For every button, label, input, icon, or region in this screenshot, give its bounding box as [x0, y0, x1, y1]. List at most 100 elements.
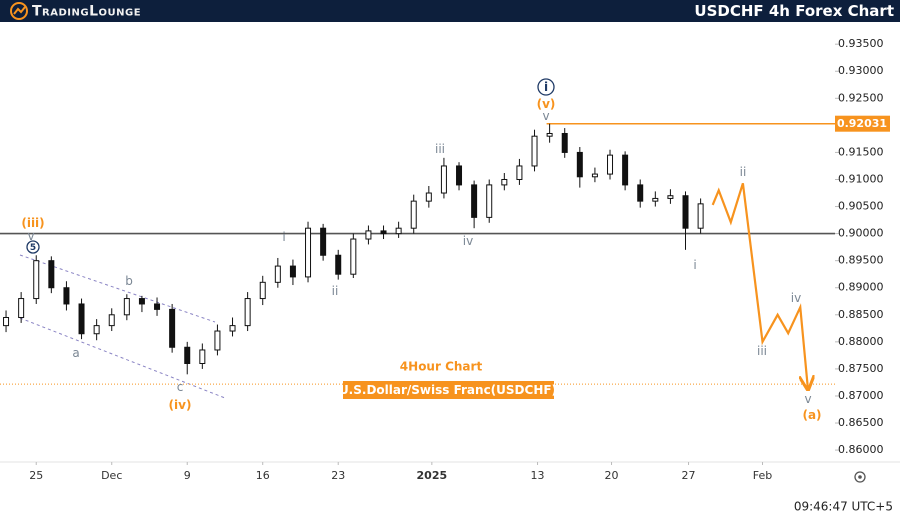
channel-line	[19, 317, 226, 399]
settings-icon[interactable]	[854, 471, 866, 483]
bar-body	[154, 303, 161, 310]
bar-body	[93, 325, 100, 335]
bar-body	[576, 151, 583, 178]
instrument-box	[343, 381, 554, 399]
bar-body	[274, 265, 281, 283]
bar-body	[63, 287, 70, 305]
wave-label: i	[693, 258, 696, 272]
bar-body	[33, 260, 40, 300]
price-label-box	[835, 115, 890, 132]
bar-body	[244, 298, 251, 327]
y-tick-label: 0.89500	[838, 254, 884, 267]
y-tick-label: 0.90000	[838, 227, 884, 240]
x-tick-label: 13	[531, 469, 545, 482]
y-tick-label: 0.91500	[838, 145, 884, 158]
wave-label: b	[125, 274, 133, 288]
wave-label: a	[72, 346, 79, 360]
bar-body	[229, 325, 236, 332]
wave-circle	[537, 78, 555, 96]
bar-body	[607, 154, 614, 175]
wave-label: v	[542, 109, 549, 123]
bar-body	[531, 135, 538, 167]
bar-body	[214, 330, 221, 351]
channel-line	[19, 254, 216, 323]
x-tick-label: 23	[331, 469, 345, 482]
wave-label: i	[544, 80, 548, 94]
header-bar	[0, 0, 900, 22]
bar-body	[78, 303, 85, 335]
wave-label: (v)	[537, 97, 556, 111]
bar-body	[501, 178, 508, 186]
clock: 09:46:47 UTC+5	[794, 500, 893, 514]
bar-body	[697, 203, 704, 229]
wave-label: iv	[791, 291, 801, 305]
bar-body	[425, 192, 432, 202]
wave-label: iv	[463, 234, 473, 248]
bar-body	[622, 154, 629, 186]
x-tick-label: 27	[682, 469, 696, 482]
y-tick-label: 0.93500	[838, 37, 884, 50]
wave-label: (iii)	[21, 216, 44, 230]
bar-body	[410, 200, 417, 229]
bar-body	[486, 184, 493, 218]
y-tick-label: 0.87500	[838, 362, 884, 375]
y-tick-label: 0.91000	[838, 172, 884, 185]
price-label: 0.92031	[837, 117, 887, 130]
bar-body	[546, 132, 553, 137]
bar-body	[365, 230, 372, 240]
projection-line	[711, 182, 808, 388]
bar-body	[18, 298, 25, 318]
bar-body	[48, 260, 55, 289]
bar-body	[380, 230, 387, 235]
wave-label: i	[282, 230, 285, 244]
y-tick-label: 0.92500	[838, 91, 884, 104]
bar-body	[471, 184, 478, 218]
bar-body	[259, 281, 266, 300]
bar-body	[350, 238, 357, 275]
bar-body	[395, 227, 402, 235]
bar-body	[138, 298, 145, 305]
subtitle: 4Hour Chart	[400, 360, 483, 374]
x-tick-label: 20	[605, 469, 619, 482]
bar-body	[682, 195, 689, 229]
wave-label: iii	[435, 142, 445, 156]
bar-body	[456, 165, 463, 186]
bar-body	[305, 227, 312, 278]
wave-label: (a)	[802, 408, 821, 422]
wave-label: iii	[757, 344, 767, 358]
bar-body	[652, 197, 659, 202]
bar-body	[667, 195, 674, 199]
bar-body	[3, 316, 10, 327]
bar-body	[289, 265, 296, 278]
x-tick-label: Feb	[753, 469, 772, 482]
y-tick-label: 0.89000	[838, 281, 884, 294]
bar-body	[184, 346, 191, 365]
brand: TradingLounge	[32, 4, 141, 20]
bar-body	[440, 165, 447, 194]
bar-body	[637, 184, 644, 202]
bar-body	[561, 132, 568, 153]
y-tick-label: 0.93000	[838, 64, 884, 77]
x-tick-label: 25	[29, 469, 43, 482]
y-tick-label: 0.87000	[838, 389, 884, 402]
wave-label: v	[804, 392, 811, 406]
chart-title: USDCHF 4h Forex Chart	[694, 2, 894, 20]
wave-label: 5	[30, 243, 36, 253]
x-tick-label: 16	[256, 469, 270, 482]
bar-body	[516, 165, 523, 180]
wave-circle	[26, 240, 40, 254]
x-tick-label: Dec	[101, 469, 122, 482]
bar-body	[169, 308, 176, 348]
wave-label: v	[27, 229, 34, 243]
wave-label: ii	[740, 165, 747, 179]
bar-body	[108, 314, 115, 327]
wave-label: ii	[332, 284, 339, 298]
y-tick-label: 0.86500	[838, 416, 884, 429]
y-tick-label: 0.88500	[838, 308, 884, 321]
wave-label: c	[177, 380, 184, 394]
wave-label: (iv)	[169, 398, 192, 412]
instrument: U.S.Dollar/Swiss Franc(USDCHF)	[339, 383, 557, 397]
bar-body	[123, 298, 130, 316]
